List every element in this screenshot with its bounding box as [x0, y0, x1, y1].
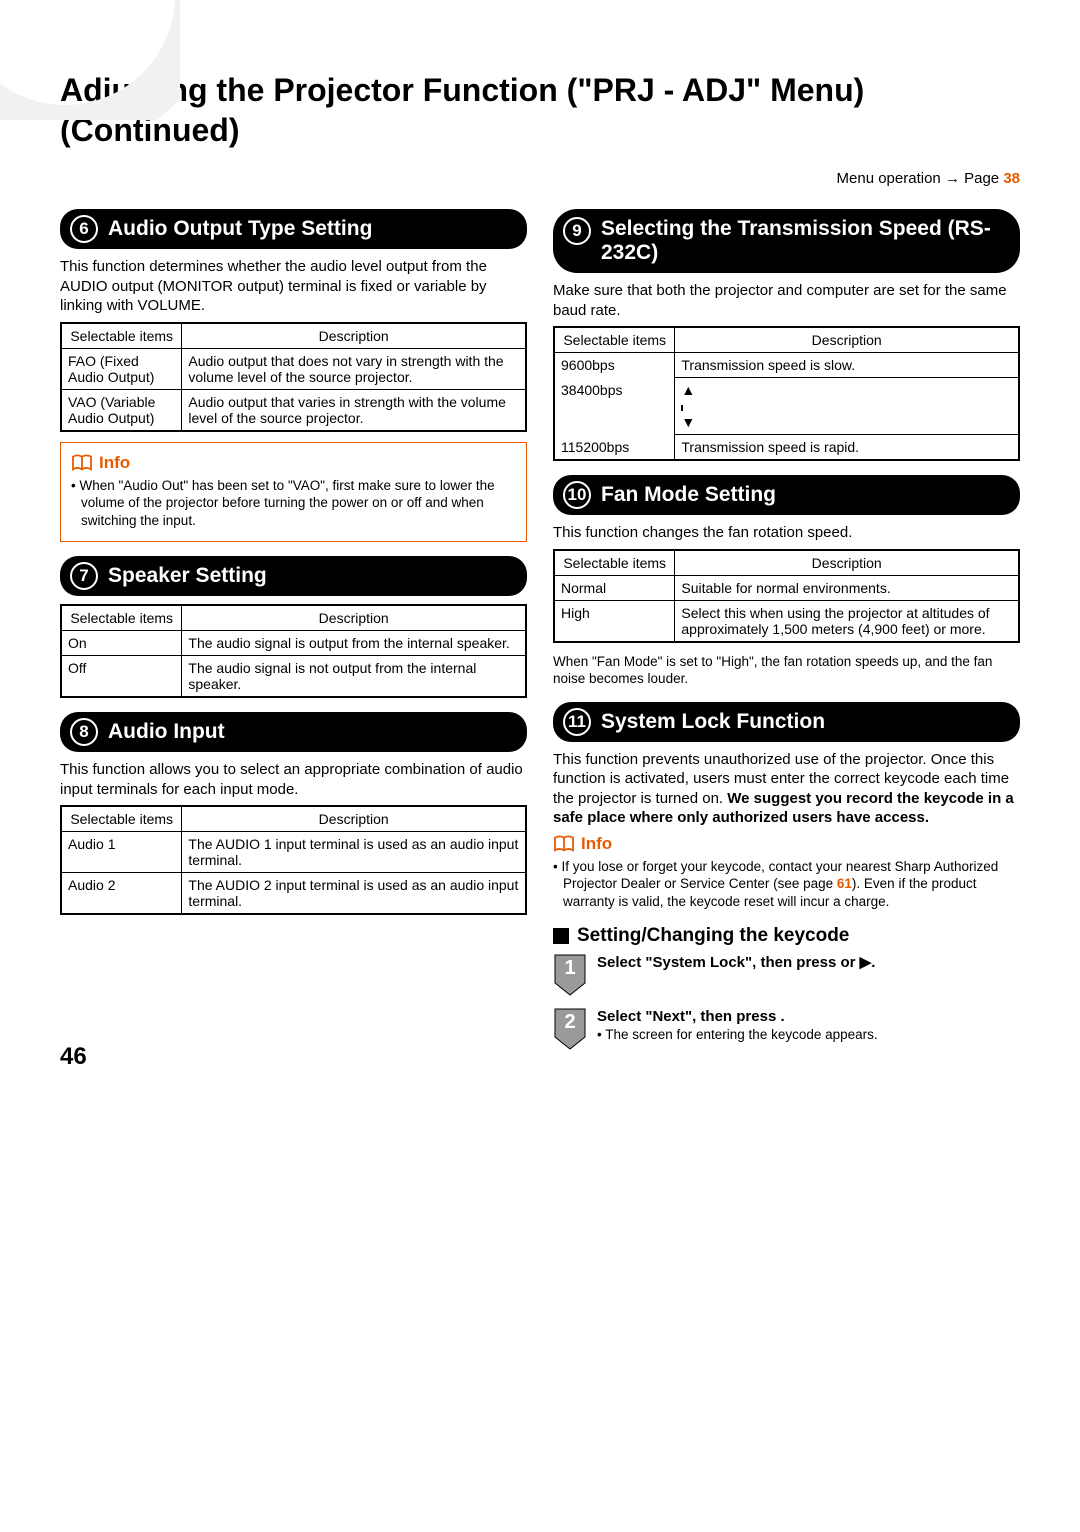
circled-8-icon: 8 — [70, 718, 98, 746]
th-selectable: Selectable items — [61, 605, 182, 631]
page-number: 46 — [60, 1043, 87, 1071]
table-row: On The audio signal is output from the i… — [61, 631, 526, 656]
section-9-title: Selecting the Transmission Speed (RS-232… — [601, 217, 1006, 265]
step-1-title: Select "System Lock", then press or ▶. — [597, 953, 875, 973]
step-2-title: Select "Next", then press . — [597, 1007, 878, 1027]
th-selectable: Selectable items — [61, 806, 182, 832]
step-2: 2 Select "Next", then press . The screen… — [553, 1007, 1020, 1051]
section-6-header: 6 Audio Output Type Setting — [60, 209, 527, 249]
table-row: 115200bps Transmission speed is rapid. — [554, 435, 1019, 461]
section-9-header: 9 Selecting the Transmission Speed (RS-2… — [553, 209, 1020, 273]
page-title: Adjusting the Projector Function ("PRJ -… — [60, 70, 1020, 150]
th-selectable: Selectable items — [554, 327, 675, 353]
right-column: 9 Selecting the Transmission Speed (RS-2… — [553, 195, 1020, 1061]
section-7-table: Selectable items Description On The audi… — [60, 604, 527, 698]
circled-10-icon: 10 — [563, 481, 591, 509]
table-row: VAO (Variable Audio Output) Audio output… — [61, 389, 526, 431]
th-description: Description — [675, 550, 1019, 576]
section-11-info: Info If you lose or forget your keycode,… — [553, 834, 1020, 911]
menu-operation-ref: Menu operation → Page 38 — [60, 170, 1020, 187]
up-down-arrow-icon: ▲▼ — [681, 382, 695, 430]
section-8-desc: This function allows you to select an ap… — [60, 760, 527, 799]
circled-11-icon: 11 — [563, 708, 591, 736]
page-ref-61: 61 — [837, 876, 852, 891]
section-10-header: 10 Fan Mode Setting — [553, 475, 1020, 515]
left-column: 6 Audio Output Type Setting This functio… — [60, 195, 527, 1061]
info-label: Info — [581, 834, 612, 854]
table-row: Audio 2 The AUDIO 2 input terminal is us… — [61, 873, 526, 915]
section-10-table: Selectable items Description Normal Suit… — [553, 549, 1020, 643]
circled-7-icon: 7 — [70, 562, 98, 590]
section-8-header: 8 Audio Input — [60, 712, 527, 752]
section-11-title: System Lock Function — [601, 710, 825, 734]
step-2-bullets: The screen for entering the keycode appe… — [597, 1026, 878, 1044]
arrow-icon: → — [945, 170, 960, 187]
th-description: Description — [182, 806, 526, 832]
table-row: Off The audio signal is not output from … — [61, 656, 526, 698]
table-row: 9600bps Transmission speed is slow. — [554, 353, 1019, 378]
section-6-desc: This function determines whether the aud… — [60, 257, 527, 316]
th-description: Description — [182, 323, 526, 349]
step-2-bullet: The screen for entering the keycode appe… — [597, 1026, 878, 1044]
section-10-title: Fan Mode Setting — [601, 483, 776, 507]
info-bullets: When "Audio Out" has been set to "VAO", … — [71, 477, 516, 530]
speed-arrow: ▲▼ — [675, 378, 1019, 435]
section-6-title: Audio Output Type Setting — [108, 217, 372, 241]
section-9-table: Selectable items Description 9600bps Tra… — [553, 326, 1020, 461]
th-selectable: Selectable items — [554, 550, 675, 576]
section-7-header: 7 Speaker Setting — [60, 556, 527, 596]
section-7-title: Speaker Setting — [108, 564, 267, 588]
table-row: FAO (Fixed Audio Output) Audio output th… — [61, 348, 526, 389]
black-square-icon — [553, 928, 569, 944]
table-row: High Select this when using the projecto… — [554, 600, 1019, 642]
step-marker-2: 2 — [553, 1007, 587, 1051]
decorative-corner — [0, 0, 180, 120]
section-9-desc: Make sure that both the projector and co… — [553, 281, 1020, 320]
info-bullet: When "Audio Out" has been set to "VAO", … — [71, 477, 516, 530]
circled-9-icon: 9 — [563, 217, 591, 245]
info-bullets: If you lose or forget your keycode, cont… — [553, 858, 1020, 911]
info-bullet: If you lose or forget your keycode, cont… — [553, 858, 1020, 911]
info-heading: Info — [71, 453, 516, 473]
section-11-header: 11 System Lock Function — [553, 702, 1020, 742]
keycode-subheading: Setting/Changing the keycode — [553, 925, 1020, 947]
section-6-info-box: Info When "Audio Out" has been set to "V… — [60, 442, 527, 543]
step-1: 1 Select "System Lock", then press or ▶. — [553, 953, 1020, 997]
book-icon — [553, 835, 575, 853]
step-2-body: Select "Next", then press . The screen f… — [597, 1007, 878, 1046]
circled-6-icon: 6 — [70, 215, 98, 243]
section-6-table: Selectable items Description FAO (Fixed … — [60, 322, 527, 432]
section-8-table: Selectable items Description Audio 1 The… — [60, 805, 527, 915]
table-row: Normal Suitable for normal environments. — [554, 575, 1019, 600]
section-11-desc: This function prevents unauthorized use … — [553, 750, 1020, 828]
th-selectable: Selectable items — [61, 323, 182, 349]
th-description: Description — [675, 327, 1019, 353]
page-ref-38: 38 — [1003, 170, 1020, 187]
step-marker-1: 1 — [553, 953, 587, 997]
section-10-note: When "Fan Mode" is set to "High", the fa… — [553, 653, 1020, 688]
th-description: Description — [182, 605, 526, 631]
section-8-title: Audio Input — [108, 720, 225, 744]
table-row: Audio 1 The AUDIO 1 input terminal is us… — [61, 832, 526, 873]
info-label: Info — [99, 453, 130, 473]
menu-op-label: Menu operation — [837, 170, 941, 187]
book-icon — [71, 454, 93, 472]
table-row: 38400bps ▲▼ — [554, 378, 1019, 435]
info-heading: Info — [553, 834, 1020, 854]
step-1-body: Select "System Lock", then press or ▶. — [597, 953, 875, 973]
section-10-desc: This function changes the fan rotation s… — [553, 523, 1020, 543]
